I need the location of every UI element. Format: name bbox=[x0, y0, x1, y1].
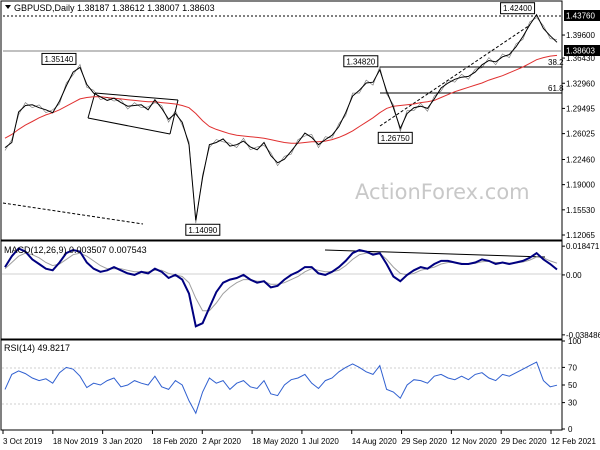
time-tick-label: 18 May 2020 bbox=[252, 437, 299, 446]
high-price-label: 1.43760 bbox=[566, 12, 595, 21]
time-tick-label: 29 Sep 2020 bbox=[402, 437, 448, 446]
annotation-box bbox=[343, 55, 379, 68]
low-dotted-trendline bbox=[2, 202, 144, 225]
price-title-group: GBPUSD,Daily 1.38187 1.38612 1.38007 1.3… bbox=[5, 3, 215, 13]
rsi-tick-label: 30 bbox=[568, 399, 577, 408]
watermark: ActionForex.com bbox=[355, 180, 530, 204]
price-tick-label: 1.15530 bbox=[566, 206, 595, 215]
macd-panel-title: MACD(12,26,9) 0.003507 0.007543 bbox=[4, 245, 147, 255]
current-price-badge bbox=[564, 45, 600, 56]
macd-tick-label: 0.00 bbox=[566, 271, 582, 280]
channel-right bbox=[169, 99, 179, 135]
rsi-panel-title: RSI(14) 49.8217 bbox=[4, 343, 70, 353]
rsi-panel-frame bbox=[0, 339, 563, 431]
time-tick-label: 1 Jul 2020 bbox=[302, 437, 339, 446]
price-tick-label: 1.22460 bbox=[566, 156, 595, 165]
macd-tick-label: 0.018471 bbox=[566, 242, 600, 251]
annotation-box bbox=[185, 223, 221, 236]
time-tick-label: 29 Dec 2020 bbox=[501, 437, 547, 446]
time-tick-label: 18 Nov 2019 bbox=[53, 437, 99, 446]
time-tick-label: 2 Apr 2020 bbox=[202, 437, 241, 446]
high-price-badge bbox=[564, 10, 600, 21]
price-tick-label: 1.39600 bbox=[566, 31, 595, 40]
annotation-label: 1.35140 bbox=[44, 55, 73, 64]
upper-dotted-trendline bbox=[379, 24, 531, 127]
rsi-tick-label: 100 bbox=[568, 337, 582, 346]
annotation-box bbox=[41, 52, 77, 65]
rsi-axis: 100 70 50 30 0 bbox=[562, 337, 582, 434]
annotation-box bbox=[377, 131, 413, 144]
time-tick-label: 14 Aug 2020 bbox=[352, 437, 397, 446]
macd-axis: 0.018471 0.00 -0.038486 bbox=[562, 242, 600, 340]
price-tick-label: 1.29495 bbox=[566, 104, 595, 113]
time-tick-label: 3 Oct 2019 bbox=[3, 437, 43, 446]
fib-38-label: 38.2 bbox=[548, 58, 564, 67]
rsi-tick-label: 50 bbox=[568, 381, 577, 390]
series-moving-average-line bbox=[4, 54, 558, 144]
time-tick-label: 3 Jan 2020 bbox=[103, 437, 143, 446]
price-tick-label: 1.26025 bbox=[566, 130, 595, 139]
price-tick-label: 1.12065 bbox=[566, 231, 595, 240]
annotation-group: 1.35140 1.34820 1.42400 1.26750 1.14090 bbox=[41, 2, 536, 236]
series-price-range-line bbox=[4, 17, 558, 224]
annotation-label: 1.34820 bbox=[346, 57, 375, 66]
time-axis: 3 Oct 2019 18 Nov 2019 3 Jan 2020 18 Feb 20… bbox=[2, 430, 596, 446]
time-tick-label: 12 Feb 2021 bbox=[551, 437, 596, 446]
current-price-label: 1.38603 bbox=[566, 47, 595, 56]
collapse-arrow-icon bbox=[5, 5, 11, 9]
price-panel-title: GBPUSD,Daily 1.38187 1.38612 1.38007 1.3… bbox=[14, 3, 215, 13]
annotation-box bbox=[500, 2, 536, 15]
series-rsi-line bbox=[4, 361, 558, 415]
macd-tick-label: -0.038486 bbox=[566, 331, 600, 340]
price-panel-frame bbox=[0, 0, 563, 241]
rsi-tick-label: 0 bbox=[568, 425, 573, 434]
channel-bottom bbox=[87, 117, 171, 135]
rsi-tick-label: 70 bbox=[568, 363, 577, 372]
series-macd-line bbox=[4, 247, 558, 328]
price-tick-label: 1.19000 bbox=[566, 181, 595, 190]
price-tick-label: 1.32960 bbox=[566, 79, 595, 88]
time-tick-label: 12 Nov 2020 bbox=[451, 437, 497, 446]
price-axis: 1.39600 1.36430 1.32960 1.29495 1.26025 1.224… bbox=[562, 31, 595, 240]
annotation-label: 1.42400 bbox=[503, 4, 532, 13]
price-tick-label: 1.36430 bbox=[566, 54, 595, 63]
time-tick-label: 18 Feb 2020 bbox=[152, 437, 197, 446]
annotation-label: 1.14090 bbox=[188, 226, 217, 235]
fib-61-label: 61.8 bbox=[548, 84, 564, 93]
macd-panel-frame bbox=[0, 240, 563, 340]
annotation-label: 1.26750 bbox=[381, 134, 410, 143]
channel-top bbox=[94, 92, 179, 101]
